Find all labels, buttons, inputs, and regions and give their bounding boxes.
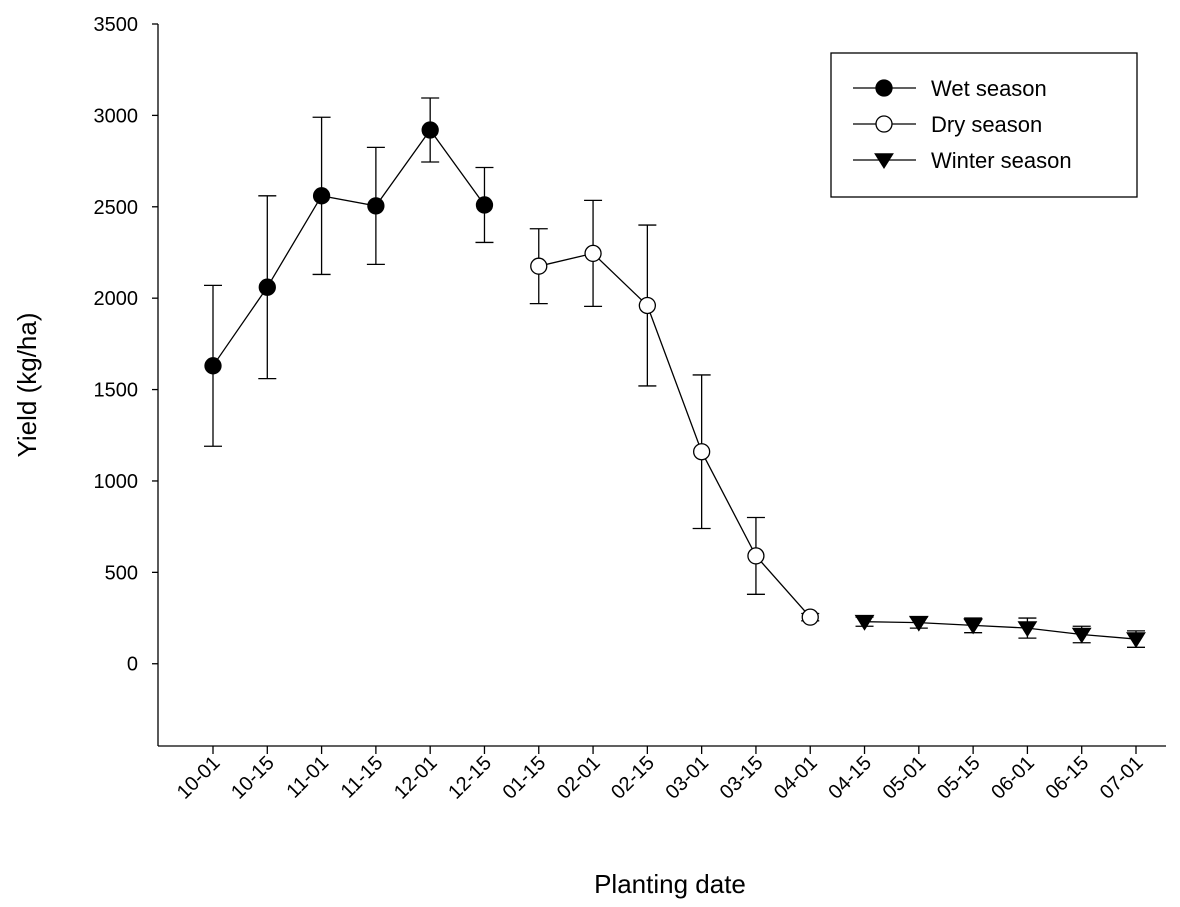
series-line [538,252,811,618]
x-tick-label: 03-15 [716,752,768,804]
x-tick-label: 11-01 [282,752,333,803]
marker [530,257,548,275]
x-tick-label: 04-01 [770,752,822,804]
series-line [864,621,1137,640]
legend: Wet season Dry season Winter season [830,52,1138,198]
marker [638,296,657,315]
marker [258,278,276,296]
marker [963,618,984,635]
marker [421,121,439,139]
x-tick-label: 06-01 [987,752,1039,804]
x-tick-label: 01-15 [499,752,551,804]
y-tick-label: 2000 [94,288,139,310]
x-axis-title: Planting date [594,869,746,899]
y-tick-label: 1000 [94,471,139,493]
marker [747,547,765,565]
series-line [212,128,485,367]
legend-label: Dry season [931,112,1042,137]
marker [475,196,494,214]
y-tick-label: 2500 [94,197,139,219]
marker [801,608,819,626]
legend-marker [875,79,893,97]
x-tick-label: 10-15 [227,752,279,804]
legend-marker [874,153,894,170]
y-axis-title: Yield (kg/ha) [12,313,42,458]
marker [1017,621,1038,638]
y-tick-label: 3000 [94,105,139,127]
x-tick-label: 10-01 [173,752,225,804]
x-tick-label: 05-01 [879,752,931,804]
x-tick-label: 07-01 [1096,752,1148,804]
y-tick-label: 0 [127,654,138,676]
x-tick-label: 12-01 [390,752,442,804]
x-tick-label: 03-01 [661,752,713,804]
marker [367,197,385,215]
x-tick-label: 12-15 [444,752,496,804]
y-tick-label: 3500 [94,14,139,36]
marker [1126,632,1146,649]
y-tick-label: 500 [105,562,138,584]
x-tick-label: 06-15 [1042,752,1094,804]
legend-label: Wet season [931,76,1047,101]
x-tick-label: 04-15 [824,752,876,804]
legend-marker [875,115,893,133]
marker [204,357,222,375]
marker [584,244,602,263]
marker [692,443,711,461]
x-tick-label: 02-15 [607,752,659,804]
x-tick-label: 11-15 [337,752,388,803]
marker [854,614,875,631]
y-tick-label: 1500 [94,380,139,402]
legend-label: Winter season [931,148,1072,173]
marker [908,615,929,632]
x-tick-label: 05-15 [933,752,985,804]
x-tick-label: 02-01 [553,752,605,804]
marker [312,187,331,205]
marker [1071,627,1092,644]
